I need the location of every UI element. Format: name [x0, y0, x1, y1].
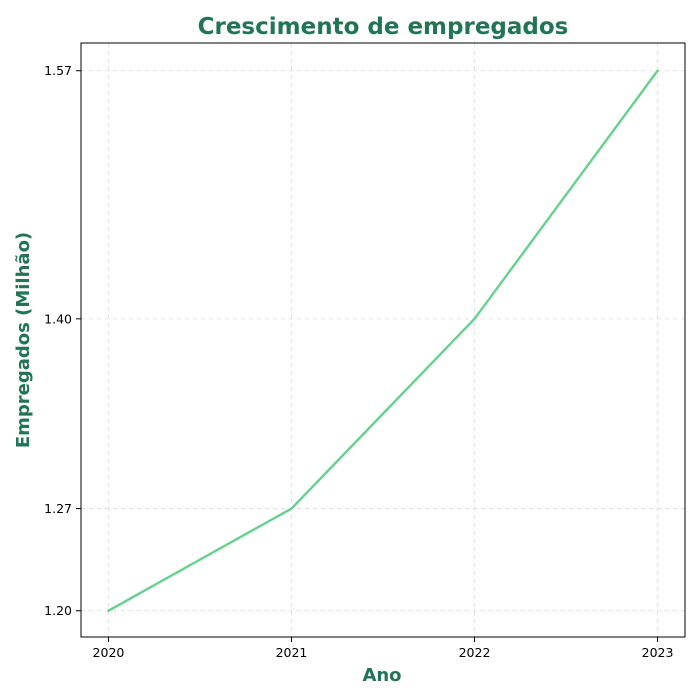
- x-tick-label: 2021: [276, 645, 308, 660]
- axis-ticks: 2020 2021 2022 2023 1.20 1.27 1.40 1.57: [44, 63, 673, 660]
- y-tick-label: 1.57: [44, 63, 72, 78]
- x-tick-label: 2023: [642, 645, 674, 660]
- x-tick-label: 2022: [459, 645, 491, 660]
- chart-title: Crescimento de empregados: [198, 14, 569, 40]
- y-axis-label: Empregados (Milhão): [13, 232, 34, 448]
- y-tick-label: 1.20: [44, 603, 72, 618]
- plot-frame: [80, 42, 686, 638]
- x-tick-label: 2020: [93, 645, 125, 660]
- grid-lines: [81, 43, 685, 637]
- y-tick-label: 1.27: [44, 501, 72, 516]
- x-axis-label: Ano: [362, 665, 401, 686]
- series-line: [107, 69, 659, 612]
- y-tick-label: 1.40: [44, 311, 72, 326]
- series-layer: [107, 69, 659, 612]
